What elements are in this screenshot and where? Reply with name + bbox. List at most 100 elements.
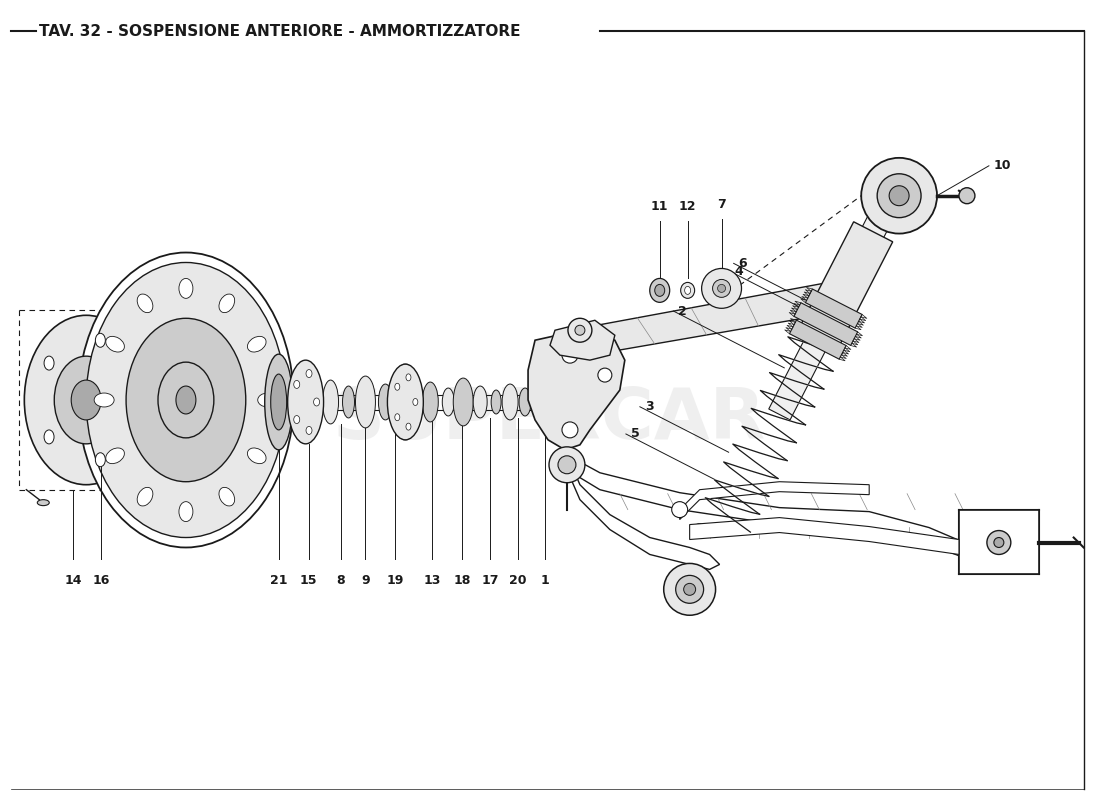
Circle shape (834, 279, 861, 307)
Circle shape (663, 563, 716, 615)
Ellipse shape (158, 362, 213, 438)
Text: 18: 18 (453, 574, 471, 587)
Polygon shape (550, 320, 615, 360)
Ellipse shape (442, 388, 454, 416)
Text: 4: 4 (735, 265, 744, 278)
Ellipse shape (248, 448, 266, 464)
Polygon shape (770, 373, 824, 389)
Text: 1: 1 (540, 574, 549, 587)
Polygon shape (715, 480, 769, 496)
Polygon shape (566, 455, 999, 570)
Ellipse shape (412, 398, 418, 406)
Polygon shape (690, 518, 959, 554)
Circle shape (861, 158, 937, 234)
Text: 5: 5 (631, 427, 639, 441)
Polygon shape (528, 330, 625, 450)
Ellipse shape (78, 253, 294, 547)
Ellipse shape (654, 285, 664, 296)
Ellipse shape (502, 384, 518, 420)
Circle shape (717, 285, 726, 292)
Polygon shape (570, 281, 855, 355)
Polygon shape (788, 337, 843, 354)
Ellipse shape (994, 538, 1004, 547)
Ellipse shape (86, 262, 286, 538)
Circle shape (672, 502, 688, 518)
Ellipse shape (219, 294, 234, 313)
Ellipse shape (987, 530, 1011, 554)
Text: 9: 9 (361, 574, 370, 587)
Ellipse shape (395, 414, 399, 421)
Ellipse shape (491, 390, 502, 414)
Ellipse shape (95, 393, 114, 407)
Ellipse shape (96, 334, 106, 347)
Circle shape (877, 174, 921, 218)
Text: 14: 14 (65, 574, 82, 587)
Ellipse shape (473, 386, 487, 418)
Ellipse shape (422, 382, 438, 422)
Text: 21: 21 (270, 574, 287, 587)
Polygon shape (769, 214, 890, 420)
Ellipse shape (54, 356, 118, 444)
Ellipse shape (306, 370, 312, 378)
Ellipse shape (453, 378, 473, 426)
Circle shape (549, 447, 585, 482)
Polygon shape (805, 289, 862, 328)
Polygon shape (794, 302, 858, 346)
Text: 2: 2 (679, 305, 688, 318)
Circle shape (575, 326, 585, 335)
Ellipse shape (684, 286, 691, 294)
Text: 3: 3 (645, 400, 653, 414)
Circle shape (842, 287, 854, 299)
Polygon shape (760, 390, 815, 407)
Polygon shape (751, 408, 805, 425)
Ellipse shape (176, 386, 196, 414)
Circle shape (675, 575, 704, 603)
Text: 10: 10 (994, 159, 1011, 172)
Polygon shape (779, 354, 833, 371)
Text: SUPERCAR: SUPERCAR (333, 386, 767, 454)
Ellipse shape (387, 364, 424, 440)
Text: 12: 12 (679, 200, 696, 213)
Ellipse shape (44, 430, 54, 444)
Ellipse shape (294, 415, 299, 423)
Ellipse shape (96, 453, 106, 466)
Text: 11: 11 (651, 200, 669, 213)
Ellipse shape (355, 376, 375, 428)
Text: 20: 20 (509, 574, 527, 587)
Circle shape (684, 583, 695, 595)
Ellipse shape (179, 502, 192, 522)
Ellipse shape (322, 380, 339, 424)
Circle shape (558, 456, 576, 474)
Polygon shape (680, 482, 869, 519)
Ellipse shape (126, 318, 245, 482)
Ellipse shape (138, 294, 153, 313)
Polygon shape (566, 455, 719, 570)
Text: 19: 19 (387, 574, 404, 587)
Ellipse shape (342, 386, 354, 418)
Polygon shape (742, 426, 796, 442)
Ellipse shape (681, 282, 694, 298)
Polygon shape (800, 222, 893, 346)
Text: 13: 13 (424, 574, 441, 587)
Polygon shape (790, 320, 846, 359)
Ellipse shape (395, 383, 399, 390)
Ellipse shape (406, 423, 411, 430)
Ellipse shape (128, 393, 138, 407)
Ellipse shape (248, 336, 266, 352)
Text: 17: 17 (482, 574, 499, 587)
Circle shape (562, 422, 578, 438)
Ellipse shape (257, 393, 277, 407)
Ellipse shape (44, 356, 54, 370)
Ellipse shape (294, 381, 299, 389)
Polygon shape (724, 462, 778, 478)
Circle shape (702, 269, 741, 308)
Ellipse shape (219, 487, 234, 506)
Ellipse shape (271, 374, 287, 430)
Text: 8: 8 (337, 574, 344, 587)
Circle shape (889, 186, 909, 206)
Ellipse shape (138, 487, 153, 506)
Polygon shape (705, 498, 760, 514)
Ellipse shape (389, 364, 421, 440)
Ellipse shape (519, 388, 531, 416)
Bar (959, 510, 1038, 574)
